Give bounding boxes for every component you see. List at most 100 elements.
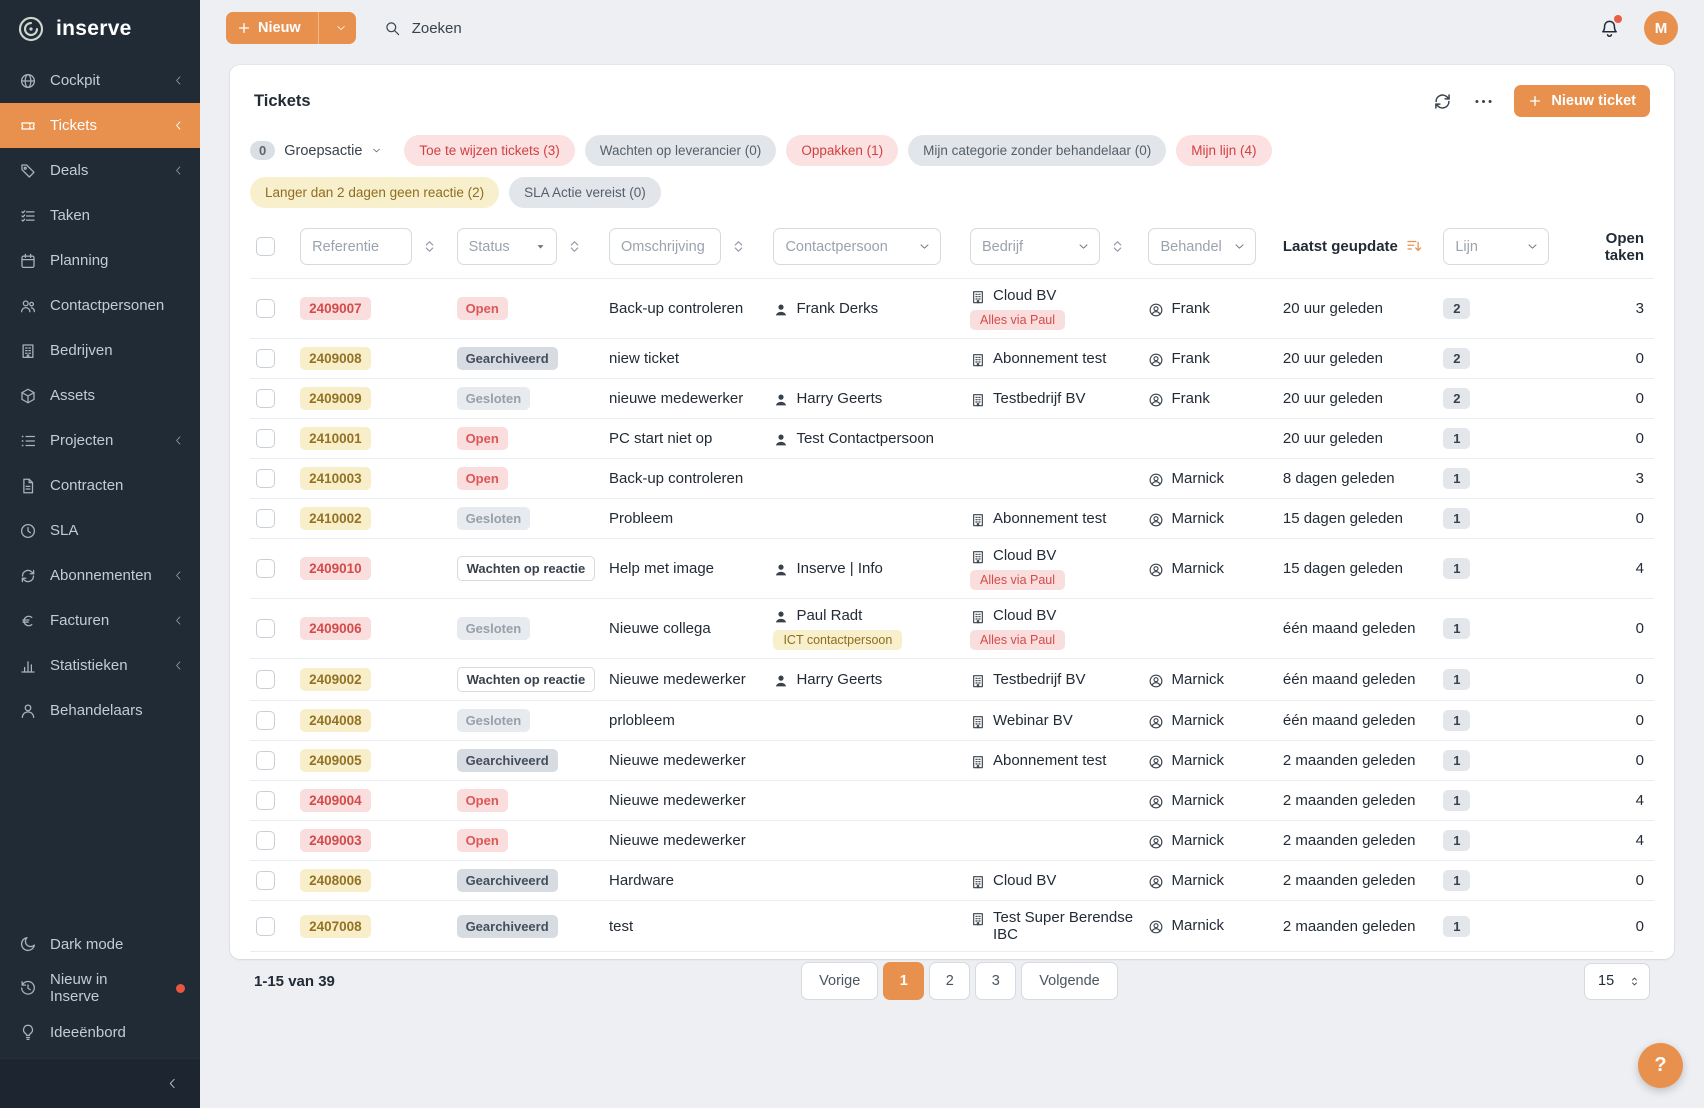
ticket-description[interactable]: Back-up controleren	[602, 278, 768, 339]
sidebar-collapse-button[interactable]	[0, 1058, 200, 1108]
sidebar-item-bedrijven[interactable]: Bedrijven	[0, 328, 200, 373]
sidebar-item-dark-mode[interactable]: Dark mode	[0, 922, 200, 966]
notifications-button[interactable]	[1599, 14, 1622, 39]
filter-chip[interactable]: Langer dan 2 dagen geen reactie (2)	[250, 177, 500, 208]
ticket-row[interactable]: 2409004 Open Nieuwe medewerker Marnick 2 maa…	[250, 780, 1654, 821]
ticket-row[interactable]: 2404008 Gesloten prlobleem Webinar BV Marnic…	[250, 700, 1654, 741]
column-laatst-geupdate[interactable]: Laatst geupdate	[1283, 237, 1423, 255]
sidebar-item-cockpit[interactable]: Cockpit	[0, 58, 200, 103]
ticket-row[interactable]: 2408006 Gearchiveerd Hardware Cloud BV Marni…	[250, 860, 1654, 901]
row-checkbox[interactable]	[256, 429, 275, 448]
ticket-row[interactable]: 2409005 Gearchiveerd Nieuwe medewerker Abon…	[250, 740, 1654, 781]
ticket-row[interactable]: 2409010 Wachten op reactie Help met image I…	[250, 538, 1654, 599]
ticket-description[interactable]: Nieuwe medewerker	[602, 820, 768, 861]
sidebar-item-deals[interactable]: Deals	[0, 148, 200, 193]
global-search[interactable]	[384, 19, 1571, 37]
row-checkbox[interactable]	[256, 831, 275, 850]
ticket-row[interactable]: 2410003 Open Back-up controleren Marnick 8 d…	[250, 458, 1654, 499]
pagination-page-2[interactable]: 2	[929, 962, 971, 1000]
new-button[interactable]: Nieuw	[226, 12, 356, 44]
ticket-row[interactable]: 2410002 Gesloten Probleem Abonnement test Ma…	[250, 498, 1654, 539]
row-checkbox[interactable]	[256, 751, 275, 770]
sidebar-item-contracten[interactable]: Contracten	[0, 463, 200, 508]
filter-bedrijf-select[interactable]: Bedrijf	[969, 228, 1100, 265]
more-options-button[interactable]	[1473, 91, 1494, 112]
pagination-page-1[interactable]: 1	[883, 962, 925, 1000]
ticket-row[interactable]: 2409006 Gesloten Nieuwe collega Paul Radt IC…	[250, 598, 1654, 659]
row-checkbox[interactable]	[256, 670, 275, 689]
row-checkbox[interactable]	[256, 389, 275, 408]
pagination-prev-button[interactable]: Vorige	[801, 962, 879, 1000]
row-checkbox[interactable]	[256, 791, 275, 810]
page-size-select[interactable]: 15	[1584, 962, 1650, 1000]
ticket-description[interactable]: Probleem	[602, 498, 768, 539]
sidebar-item-taken[interactable]: Taken	[0, 193, 200, 238]
group-action-dropdown[interactable]: 0 Groepsactie	[250, 141, 382, 160]
ticket-reference-badge[interactable]: 2409002	[300, 668, 371, 691]
row-checkbox[interactable]	[256, 711, 275, 730]
ticket-description[interactable]: prlobleem	[602, 700, 768, 741]
ticket-reference-badge[interactable]: 2408006	[300, 869, 371, 892]
ticket-reference-badge[interactable]: 2409003	[300, 829, 371, 852]
ticket-reference-badge[interactable]: 2407008	[300, 914, 371, 938]
row-checkbox[interactable]	[256, 871, 275, 890]
ticket-reference-badge[interactable]: 2409010	[300, 557, 371, 580]
row-checkbox[interactable]	[256, 299, 275, 318]
sidebar-item-tickets[interactable]: Tickets	[0, 103, 200, 148]
pagination-next-button[interactable]: Volgende	[1021, 962, 1118, 1000]
filter-chip[interactable]: Mijn categorie zonder behandelaar (0)	[908, 135, 1167, 166]
ticket-description[interactable]: Back-up controleren	[602, 458, 768, 499]
row-checkbox[interactable]	[256, 559, 275, 578]
ticket-description[interactable]: PC start niet op	[602, 418, 768, 459]
search-input[interactable]	[411, 19, 832, 37]
sidebar-item-planning[interactable]: Planning	[0, 238, 200, 283]
ticket-row[interactable]: 2409009 Gesloten nieuwe medewerker Harry Ge…	[250, 378, 1654, 419]
ticket-description[interactable]: Help met image	[602, 538, 768, 599]
ticket-reference-badge[interactable]: 2409007	[300, 297, 371, 320]
ticket-reference-badge[interactable]: 2404008	[300, 709, 371, 732]
ticket-reference-badge[interactable]: 2409008	[300, 347, 371, 370]
filter-chip[interactable]: Toe te wijzen tickets (3)	[404, 135, 575, 166]
ticket-description[interactable]: nieuwe medewerker	[602, 378, 768, 419]
ticket-reference-badge[interactable]: 2409006	[300, 617, 371, 640]
sidebar-item-statistieken[interactable]: Statistieken	[0, 643, 200, 688]
ticket-row[interactable]: 2410001 Open PC start niet op Test Contactp…	[250, 418, 1654, 459]
row-checkbox[interactable]	[256, 619, 275, 638]
sidebar-item-sla[interactable]: SLA	[0, 508, 200, 553]
sidebar-item-abonnementen[interactable]: Abonnementen	[0, 553, 200, 598]
ticket-row[interactable]: 2407008 Gearchiveerd test Test Super Berend…	[250, 900, 1654, 952]
sidebar-item-contactpersonen[interactable]: Contactpersonen	[0, 283, 200, 328]
ticket-description[interactable]: Hardware	[602, 860, 768, 901]
filter-chip[interactable]: SLA Actie vereist (0)	[509, 177, 661, 208]
app-logo[interactable]: inserve	[0, 0, 200, 58]
filter-referentie-input[interactable]	[300, 228, 413, 265]
ticket-description[interactable]: niew ticket	[602, 338, 768, 379]
row-checkbox[interactable]	[256, 469, 275, 488]
ticket-reference-badge[interactable]: 2409004	[300, 789, 371, 812]
new-ticket-button[interactable]: Nieuw ticket	[1514, 85, 1650, 117]
ticket-row[interactable]: 2409003 Open Nieuwe medewerker Marnick 2 maa…	[250, 820, 1654, 861]
sort-omschrijving-button[interactable]	[730, 238, 747, 255]
pagination-page-3[interactable]: 3	[975, 962, 1017, 1000]
filter-lijn-select[interactable]: Lijn	[1443, 228, 1550, 265]
row-checkbox[interactable]	[256, 349, 275, 368]
sidebar-item-facturen[interactable]: Facturen	[0, 598, 200, 643]
ticket-description[interactable]: Nieuwe medewerker	[602, 658, 768, 701]
sidebar-item-ideeenbord[interactable]: Ideeënbord	[0, 1010, 200, 1054]
help-button[interactable]: ?	[1638, 1043, 1683, 1088]
ticket-description[interactable]: test	[602, 900, 768, 952]
ticket-reference-badge[interactable]: 2410002	[300, 507, 371, 530]
sort-referentie-button[interactable]	[421, 238, 438, 255]
ticket-row[interactable]: 2409007 Open Back-up controleren Frank Derk…	[250, 278, 1654, 339]
ticket-reference-badge[interactable]: 2410003	[300, 467, 371, 490]
user-avatar[interactable]: M	[1644, 11, 1678, 45]
sidebar-item-assets[interactable]: Assets	[0, 373, 200, 418]
filter-chip[interactable]: Mijn lijn (4)	[1176, 135, 1272, 166]
ticket-description[interactable]: Nieuwe medewerker	[602, 780, 768, 821]
filter-status-select[interactable]: Status	[456, 228, 557, 265]
filter-behandelaar-select[interactable]: Behandel	[1148, 228, 1257, 265]
sidebar-item-projecten[interactable]: Projecten	[0, 418, 200, 463]
ticket-reference-badge[interactable]: 2409009	[300, 387, 371, 410]
filter-chip[interactable]: Oppakken (1)	[786, 135, 899, 166]
sort-status-button[interactable]	[566, 238, 583, 255]
